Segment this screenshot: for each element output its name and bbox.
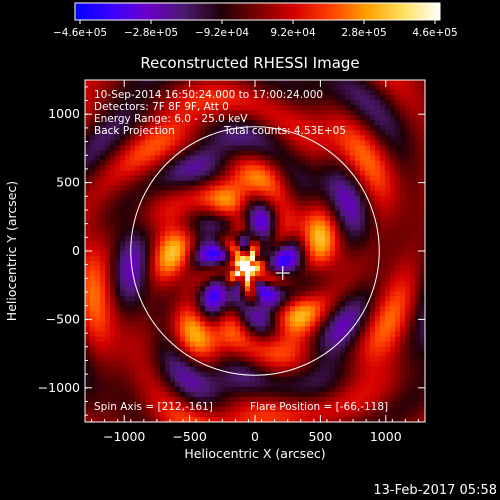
chart-title: Reconstructed RHESSI Image [140,54,359,72]
x-tick-label: 1000 [370,429,402,444]
flare-position-note: Flare Position = [-66,-118] [250,401,388,413]
heatmap-image [85,80,425,422]
x-tick-label: 500 [308,429,332,444]
colorbar-tick-label: 9.2e+04 [270,27,316,39]
colorbar-tick-label: −2.8e+05 [124,27,178,39]
y-tick-label: −1000 [38,380,80,395]
y-tick-label: 0 [72,243,80,258]
colorbar-tick-label: 2.8e+05 [341,27,386,39]
annotation-energy: Energy Range: 6.0 - 25.0 keV [94,113,248,125]
annotation-method: Back Projection [94,125,175,137]
solar-disk-circle [130,126,380,376]
y-tick-label: 500 [56,175,80,190]
colorbar-ticks: −4.6e+05 −2.8e+05 −9.2e+04 9.2e+04 2.8e+05 4.… [53,20,458,39]
footer-timestamp: 13-Feb-2017 05:58 [373,483,497,498]
annotation-counts: Total counts: 4.53E+05 [223,125,346,137]
x-axis-ticks: −1000 −500 0 500 1000 [91,80,419,444]
colorbar-tick-label: 4.6e+05 [412,27,457,39]
annotation-detectors: Detectors: 7F 8F 9F, Att 0 [94,101,229,113]
y-axis-ticks: −1000 −500 0 500 1000 [38,86,425,416]
flare-position-marker [275,266,290,281]
y-axis-label: Heliocentric Y (arcsec) [4,181,19,321]
x-tick-label: 0 [251,429,259,444]
colorbar [74,2,441,21]
x-tick-label: −1000 [103,429,145,444]
spin-axis-note: Spin Axis = [212,-161] [94,401,213,413]
x-axis-label: Heliocentric X (arcsec) [184,446,325,461]
y-tick-label: 1000 [48,106,80,121]
colorbar-tick-label: −4.6e+05 [53,27,107,39]
y-tick-label: −500 [46,311,80,326]
annotation-time: 10-Sep-2014 16:50:24.000 to 17:00:24.000 [94,89,323,101]
colorbar-tick-label: −9.2e+04 [195,27,249,39]
x-tick-label: −500 [172,429,206,444]
